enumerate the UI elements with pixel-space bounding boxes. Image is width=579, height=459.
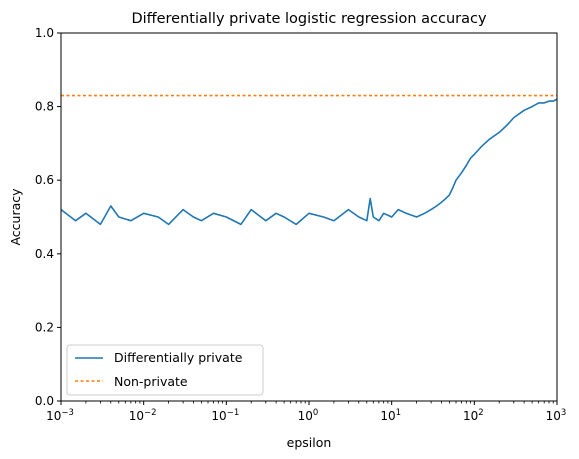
legend-box <box>66 344 264 396</box>
legend: Differentially private Non-private <box>66 344 264 396</box>
x-axis-label: epsilon <box>287 435 332 450</box>
x-axis-ticks: 10−3 10−2 10−1 100 101 102 103 <box>46 401 566 423</box>
x-tick-label: 101 <box>380 408 401 423</box>
y-tick-label: 0.6 <box>35 173 54 187</box>
y-tick-label: 1.0 <box>35 26 54 40</box>
x-tick-label: 10−2 <box>129 408 157 423</box>
y-axis-ticks: 0.0 0.2 0.4 0.6 0.8 1.0 <box>35 26 61 408</box>
series-line-differentially-private <box>60 98 558 226</box>
y-tick-label: 0.4 <box>35 247 54 261</box>
chart-title: Differentially private logistic regressi… <box>131 11 487 27</box>
x-tick-label: 100 <box>298 408 319 423</box>
legend-label-non-private: Non-private <box>114 374 188 389</box>
x-tick-label: 102 <box>463 408 484 423</box>
y-tick-label: 0.2 <box>35 320 54 334</box>
y-tick-label: 0.0 <box>35 394 54 408</box>
x-tick-label: 103 <box>546 408 567 423</box>
series-layer <box>60 94 558 226</box>
legend-label-differentially-private: Differentially private <box>114 350 243 365</box>
x-tick-label: 10−1 <box>211 408 239 423</box>
y-axis-label: Accuracy <box>8 188 23 246</box>
y-tick-label: 0.8 <box>35 100 54 114</box>
x-tick-label: 10−3 <box>46 408 74 423</box>
